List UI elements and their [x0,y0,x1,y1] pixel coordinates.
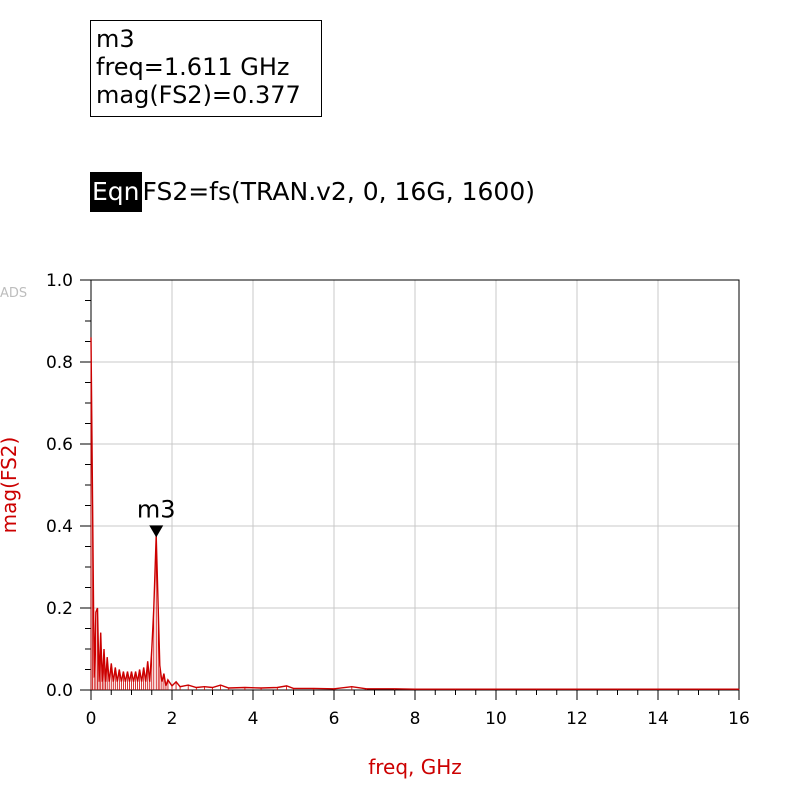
marker-readout-box[interactable]: m3 freq=1.611 GHz mag(FS2)=0.377 [90,20,322,117]
equation-line[interactable]: Eqn FS2=fs(TRAN.v2, 0, 16G, 1600) [90,172,535,212]
marker-triangle[interactable] [149,525,164,538]
x-tick-label: 14 [647,709,669,729]
y-tick-label: 0.8 [46,353,73,373]
y-tick-label: 0.0 [46,681,73,701]
y-tick-label: 1.0 [46,271,73,291]
marker-name: m3 [96,25,135,53]
eqn-tag: Eqn [90,172,142,212]
x-tick-label: 4 [248,709,259,729]
y-axis-title: mag(FS2) [0,437,21,534]
y-tick-label: 0.6 [46,435,73,455]
marker-mag: mag(FS2)=0.377 [96,81,301,109]
x-axis-title: freq, GHz [368,755,462,779]
ads-watermark: ADS [0,286,28,301]
x-tick-label: 0 [86,709,97,729]
y-tick-label: 0.4 [46,517,73,537]
x-tick-label: 12 [566,709,588,729]
x-tick-label: 16 [728,709,750,729]
x-tick-label: 8 [410,709,421,729]
x-tick-label: 2 [167,709,178,729]
marker-freq: freq=1.611 GHz [96,53,290,81]
marker-label: m3 [137,495,176,523]
x-tick-label: 10 [485,709,507,729]
x-tick-label: 6 [329,709,340,729]
y-tick-label: 0.2 [46,599,73,619]
equation-text: FS2=fs(TRAN.v2, 0, 16G, 1600) [142,177,535,206]
